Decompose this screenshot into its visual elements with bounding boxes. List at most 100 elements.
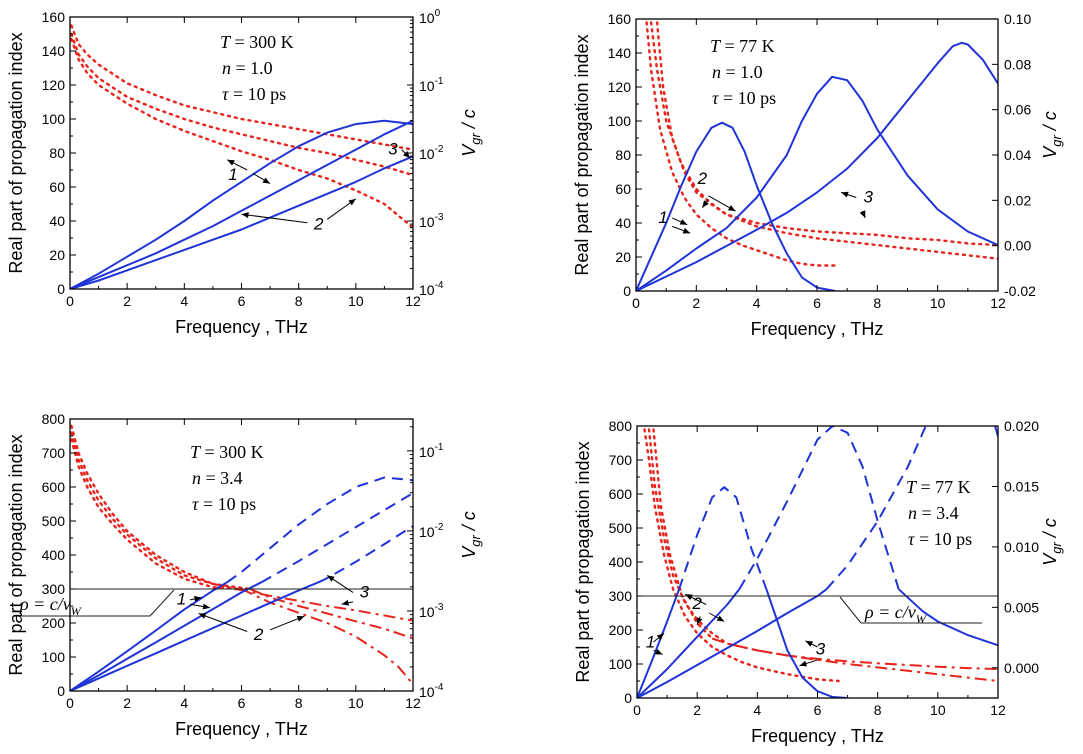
y2-axis-label: Vgr / c	[1040, 518, 1064, 566]
annotation-arrowhead	[841, 191, 849, 198]
y2-tick-label: 10-4	[419, 682, 444, 700]
y2-tick-label: 0.00	[1004, 238, 1031, 254]
y-axis-label: Real part of propagation index	[6, 32, 26, 273]
y-tick-label: 80	[615, 147, 631, 163]
x-tick-label: 0	[632, 295, 640, 311]
threshold-label: ρ = c/vW	[19, 594, 82, 618]
y-tick-label: 800	[42, 411, 66, 427]
y-tick-label: 400	[42, 547, 66, 563]
threshold-label: ρ = c/vW	[864, 602, 927, 626]
curve-number-label: 1	[658, 208, 667, 227]
curve-number-label: 3	[816, 639, 826, 658]
y-tick-label: 120	[42, 77, 66, 93]
x-tick-label: 2	[123, 293, 131, 309]
series-line-8-dashed	[226, 476, 413, 584]
series-line-9-solid	[70, 581, 262, 691]
y-axis-label: Real part of propagation index	[572, 34, 592, 275]
param-relaxation-time: τ = 10 ps	[712, 88, 776, 108]
x-axis-label: Frequency , THz	[175, 719, 308, 739]
annotation-arrowhead	[341, 599, 350, 606]
x-tick-label: 8	[874, 702, 882, 718]
series-line-11-solid	[70, 581, 320, 691]
plot-area	[637, 426, 998, 698]
x-tick-label: 4	[180, 293, 188, 309]
y2-tick-label: 10-2	[419, 522, 444, 540]
y2-tick-label: 0.020	[1004, 418, 1039, 434]
series-line-3-dotted	[70, 431, 252, 591]
annotation-arrowhead	[696, 617, 703, 625]
param-density: n = 1.0	[712, 62, 763, 82]
y2-tick-label: 0.10	[1004, 11, 1031, 27]
x-tick-label: 10	[348, 695, 364, 711]
curve-number-label: 1	[646, 633, 655, 652]
y-tick-label: 700	[42, 445, 66, 461]
annotation-arrowhead	[654, 648, 663, 655]
series-line-1-dotted	[643, 428, 840, 683]
x-tick-label: 4	[753, 702, 761, 718]
curve-number-label: 3	[388, 140, 398, 159]
annotation-arrowhead	[799, 660, 808, 667]
series-line-4-dotted	[652, 428, 714, 640]
threshold-label-leader	[149, 589, 175, 617]
series-line-6-solid	[636, 41, 998, 291]
y2-tick-label: 10-3	[419, 212, 444, 230]
x-axis-label: Frequency , THz	[751, 319, 884, 339]
series-line-2-dotted	[647, 428, 729, 645]
series-line-4-dashdot	[249, 588, 413, 640]
x-tick-label: 6	[814, 702, 822, 718]
series-line-4-solid	[70, 119, 413, 289]
y2-tick-label: 0.010	[1004, 539, 1039, 555]
series-line-6-dashdot	[241, 588, 413, 685]
curve-number-label: 2	[313, 215, 324, 234]
y-tick-label: 80	[49, 145, 65, 161]
y-tick-label: 0	[57, 281, 65, 297]
series-line-1-dotted	[645, 21, 837, 267]
annotation-arrowhead	[727, 205, 736, 212]
plot-area	[70, 24, 413, 289]
param-density: n = 3.4	[908, 503, 959, 523]
x-tick-label: 6	[813, 295, 821, 311]
annotation-arrowhead	[805, 640, 814, 647]
series-line-3-dotted	[655, 21, 998, 247]
x-tick-label: 2	[123, 695, 131, 711]
y2-tick-label: 100	[419, 8, 441, 26]
y2-axis-label: Vgr / c	[1040, 111, 1064, 159]
param-relaxation-time: τ = 10 ps	[192, 494, 256, 514]
panel-bottom-left: ρ = c/vW0 2 4 6 8 10 1201002003004005006007008…	[6, 411, 483, 739]
annotation-arrowhead	[202, 603, 211, 610]
y-tick-label: 120	[608, 79, 632, 95]
annotation-arrowhead	[702, 200, 709, 208]
y2-tick-label: 0.06	[1004, 102, 1031, 118]
y2-tick-label: 10-1	[419, 442, 444, 460]
series-line-7-dashed	[678, 486, 768, 590]
series-line-5-solid	[70, 119, 413, 289]
y-tick-label: 100	[609, 656, 633, 672]
x-axis-label: Frequency , THz	[751, 726, 884, 746]
y-tick-label: 500	[42, 513, 66, 529]
param-temperature: T = 77 K	[710, 36, 775, 56]
series-line-12-solid	[637, 588, 828, 698]
series-line-5-solid	[636, 75, 998, 291]
annotation-arrowhead	[679, 219, 688, 225]
x-tick-label: 12	[405, 293, 421, 309]
annotation-arrowhead	[262, 177, 271, 184]
curve-number-label: 2	[253, 625, 264, 644]
series-line-11-solid	[898, 588, 998, 647]
x-tick-label: 2	[692, 295, 700, 311]
series-line-2-dotted	[649, 21, 998, 260]
annotation-arrowhead	[682, 227, 691, 234]
y2-tick-label: 10-2	[419, 144, 444, 162]
y2-tick-label: 0.08	[1004, 56, 1031, 72]
annotation-arrowhead	[403, 151, 411, 159]
y-tick-label: 140	[608, 45, 632, 61]
y-tick-label: 0	[624, 690, 632, 706]
x-axis-label: Frequency , THz	[175, 317, 308, 337]
series-line-13-dashed	[825, 426, 927, 590]
y-axis-label: Real part of propagation index	[6, 434, 26, 675]
y-tick-label: 0	[623, 283, 631, 299]
param-temperature: T = 300 K	[220, 32, 294, 52]
y-tick-label: 160	[608, 11, 632, 27]
